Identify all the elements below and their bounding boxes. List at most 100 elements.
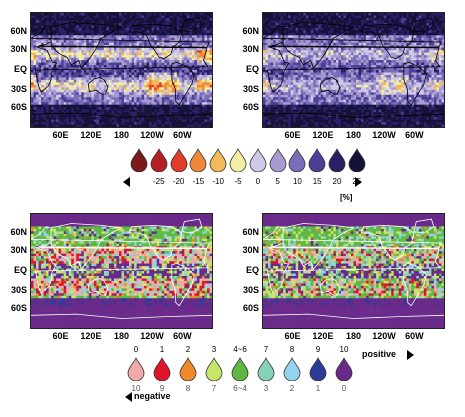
heatmap-cell <box>38 27 42 31</box>
heatmap-cell <box>66 17 69 21</box>
heatmap-cell <box>333 42 337 46</box>
heatmap-cell <box>209 79 212 83</box>
heatmap-cell <box>96 13 100 16</box>
heatmap-cell <box>350 17 354 21</box>
heatmap-cell <box>68 27 72 31</box>
heatmap-cell <box>141 124 145 127</box>
heatmap-cell <box>91 114 95 118</box>
heatmap-cell <box>98 89 102 93</box>
heatmap-cell <box>118 42 122 46</box>
heatmap-cell <box>171 62 175 66</box>
heatmap-cell <box>156 30 160 34</box>
heatmap-cell <box>206 77 210 81</box>
heatmap-cell <box>338 55 342 58</box>
heatmap-cell <box>283 22 286 26</box>
heatmap-cell <box>189 13 193 16</box>
heatmap-cell <box>393 47 397 51</box>
heatmap-cell <box>141 35 145 39</box>
map-panel-top-left <box>30 12 213 128</box>
heatmap-cell <box>106 112 110 115</box>
heatmap-cell <box>146 13 150 16</box>
heatmap-cell <box>383 25 387 29</box>
heatmap-cell <box>146 92 150 96</box>
heatmap-cell <box>113 55 117 58</box>
heatmap-cell <box>398 55 402 58</box>
heatmap-cell <box>38 107 42 110</box>
heatmap-cell <box>149 122 152 125</box>
heatmap-cell <box>51 117 54 120</box>
heatmap-cell <box>323 13 327 16</box>
heatmap-cell <box>41 117 44 120</box>
heatmap-cell <box>161 84 165 88</box>
heatmap-cell <box>421 20 425 24</box>
heatmap-cell <box>330 32 334 36</box>
heatmap-cell <box>154 27 157 31</box>
heatmap-cell <box>433 55 437 58</box>
heatmap-cell <box>124 114 127 118</box>
heatmap-cell <box>121 107 125 110</box>
heatmap-cell <box>36 50 39 53</box>
heatmap-cell <box>31 70 34 73</box>
heatmap-cell <box>146 47 150 51</box>
heatmap-cell <box>433 17 437 21</box>
heatmap-cell <box>184 52 188 56</box>
heatmap-cell <box>46 17 49 21</box>
heatmap-cell <box>199 77 203 81</box>
heatmap-cell <box>73 60 77 63</box>
heatmap-cell <box>126 35 130 39</box>
heatmap-cell <box>431 37 435 41</box>
heatmap-cell <box>108 99 112 103</box>
heatmap-cell <box>310 70 314 73</box>
heatmap-cell <box>58 27 62 31</box>
heatmap-cell <box>161 112 165 115</box>
heatmap-cell <box>361 55 364 58</box>
heatmap-cell <box>265 50 269 53</box>
heatmap-cell <box>280 13 284 16</box>
heatmap-cell <box>68 92 72 96</box>
heatmap-cell <box>154 55 157 58</box>
heatmap-cell <box>91 122 95 125</box>
heatmap-cell <box>129 112 132 115</box>
heatmap-cell <box>118 117 122 120</box>
heatmap-cell <box>41 124 44 127</box>
heatmap-cell <box>131 114 135 118</box>
heatmap-cell <box>328 13 332 16</box>
heatmap-cell <box>209 109 212 113</box>
heatmap-cell <box>343 35 347 39</box>
heatmap-cell <box>116 122 120 125</box>
heatmap-cell <box>51 77 54 81</box>
heatmap-cell <box>51 72 54 76</box>
heatmap-cell <box>141 87 145 91</box>
heatmap-cell <box>146 84 150 88</box>
heatmap-cell <box>118 124 122 127</box>
heatmap-cell <box>144 114 147 118</box>
heatmap-cell <box>61 55 64 58</box>
heatmap-cell <box>118 84 122 88</box>
heatmap-cell <box>83 74 87 78</box>
heatmap-cell <box>129 52 132 56</box>
heatmap-cell <box>144 117 147 120</box>
heatmap-cell <box>428 13 432 16</box>
heatmap-cell <box>149 13 152 16</box>
heatmap-cell <box>199 117 203 120</box>
heatmap-cell <box>118 30 122 34</box>
heatmap-cell <box>159 79 163 83</box>
heatmap-cell <box>338 22 342 26</box>
heatmap-cell <box>66 67 69 71</box>
heatmap-cell <box>186 87 190 91</box>
heatmap-cell <box>131 104 135 108</box>
heatmap-cell <box>181 37 185 41</box>
heatmap-cell <box>106 82 110 86</box>
heatmap-cell <box>406 15 410 19</box>
heatmap-cell <box>31 82 34 86</box>
heatmap-cell <box>376 47 379 51</box>
heatmap-cell <box>144 50 147 53</box>
heatmap-cell <box>68 57 72 61</box>
heatmap-cell <box>116 117 120 120</box>
heatmap-cell <box>61 97 64 101</box>
heatmap-cell <box>61 67 64 71</box>
heatmap-cell <box>98 74 102 78</box>
heatmap-cell <box>285 40 289 44</box>
heatmap-cell <box>129 104 132 108</box>
heatmap-cell <box>206 82 210 86</box>
